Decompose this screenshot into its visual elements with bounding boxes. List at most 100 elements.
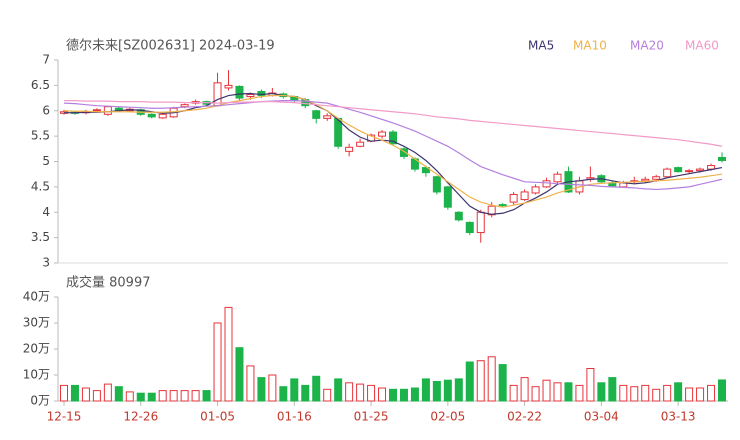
- candle-body: [312, 110, 321, 119]
- volume-bar: [81, 387, 90, 402]
- volume-tick-label: 20万: [23, 342, 50, 356]
- volume-bar: [542, 379, 551, 402]
- y-tick-label: 4: [42, 205, 50, 219]
- y-tick-label: 5.5: [31, 129, 50, 143]
- volume-bar: [641, 384, 650, 402]
- candle-body: [553, 173, 562, 183]
- volume-bar: [312, 375, 321, 402]
- volume-bar: [224, 306, 233, 402]
- volume-tick-label: 0万: [30, 394, 50, 408]
- volume-bar: [674, 382, 683, 402]
- volume-bar: [290, 378, 299, 402]
- volume-bar: [421, 378, 430, 402]
- volume-bar: [608, 377, 617, 402]
- candle-body: [465, 221, 474, 234]
- volume-bar: [707, 384, 716, 402]
- candle-body: [246, 94, 255, 98]
- volume-bar: [619, 384, 628, 402]
- candle-body: [685, 170, 694, 173]
- volume-bar: [718, 379, 726, 402]
- y-tick-label: 3: [42, 256, 50, 270]
- candle-body: [674, 167, 683, 173]
- candle-body: [345, 146, 354, 152]
- volume-bar: [136, 392, 145, 402]
- volume-bar: [696, 387, 705, 402]
- volume-bar: [213, 322, 222, 402]
- volume-bar: [531, 386, 540, 402]
- candle-body: [476, 211, 485, 234]
- candle-body: [432, 176, 441, 193]
- volume-tick-label: 10万: [23, 368, 50, 382]
- volume-bar: [597, 382, 606, 402]
- y-tick-label: 5: [42, 154, 50, 168]
- y-tick-label: 6: [42, 103, 50, 117]
- candle-body: [696, 168, 705, 172]
- candle-body: [356, 141, 365, 147]
- volume-bar: [399, 388, 408, 402]
- x-tick-label: 03-13: [661, 410, 696, 424]
- candle-body: [235, 85, 244, 99]
- volume-bar: [356, 383, 365, 402]
- candle-body: [378, 131, 387, 137]
- volume-bar: [114, 386, 123, 402]
- volume-bar: [125, 391, 134, 402]
- candle-body: [663, 168, 672, 178]
- x-tick-label: 02-05: [430, 410, 465, 424]
- candle-body: [520, 191, 529, 201]
- candle-body: [103, 106, 112, 115]
- volume-bar: [498, 364, 507, 402]
- x-tick-label: 03-04: [584, 410, 619, 424]
- volume-bar: [575, 384, 584, 402]
- candle-body: [323, 115, 332, 119]
- volume-bar: [630, 386, 639, 402]
- volume-bar: [235, 347, 244, 402]
- y-tick-label: 7: [42, 53, 50, 67]
- candle-body: [389, 131, 397, 145]
- x-tick-label: 01-05: [200, 410, 235, 424]
- y-tick-label: 3.5: [31, 230, 50, 244]
- volume-bar: [92, 390, 101, 402]
- volume-bar: [454, 378, 463, 402]
- candle-body: [224, 84, 233, 89]
- volume-tick-label: 30万: [23, 316, 50, 330]
- candle-body: [158, 113, 167, 119]
- y-tick-label: 4.5: [31, 179, 50, 193]
- volume-bar: [323, 388, 332, 402]
- volume-bar: [389, 388, 397, 402]
- candle-body: [147, 113, 156, 118]
- volume-bar: [586, 368, 595, 402]
- candle-body: [542, 180, 551, 188]
- legend-label: MA10: [573, 39, 607, 53]
- volume-bar: [367, 384, 376, 402]
- x-tick-label: 12-26: [123, 410, 158, 424]
- volume-bar: [378, 387, 387, 402]
- candle-body: [498, 204, 507, 207]
- volume-bar: [70, 384, 79, 402]
- x-tick-label: 01-25: [354, 410, 389, 424]
- candle-body: [641, 178, 650, 182]
- volume-bar: [652, 388, 661, 402]
- volume-bar: [553, 382, 562, 402]
- volume-bar: [60, 384, 68, 402]
- volume-bar: [257, 377, 266, 402]
- volume-bar: [147, 392, 156, 402]
- legend-label: MA20: [630, 39, 664, 53]
- candle-body: [213, 82, 222, 107]
- x-tick-label: 02-22: [507, 410, 542, 424]
- volume-bar: [202, 390, 211, 402]
- candle-body: [718, 156, 726, 161]
- candle-body: [180, 104, 189, 108]
- volume-bar: [685, 387, 694, 402]
- ma-line: [63, 94, 723, 208]
- x-tick-label: 12-15: [47, 410, 82, 424]
- volume-bar: [334, 378, 343, 402]
- ma-line: [64, 99, 723, 147]
- volume-bar: [279, 386, 288, 402]
- volume-bar: [180, 390, 189, 402]
- chart-title: 德尔未来[SZ002631] 2024-03-19: [66, 39, 275, 54]
- volume-bar: [191, 390, 200, 402]
- volume-bar: [520, 377, 529, 402]
- volume-bar: [509, 384, 518, 402]
